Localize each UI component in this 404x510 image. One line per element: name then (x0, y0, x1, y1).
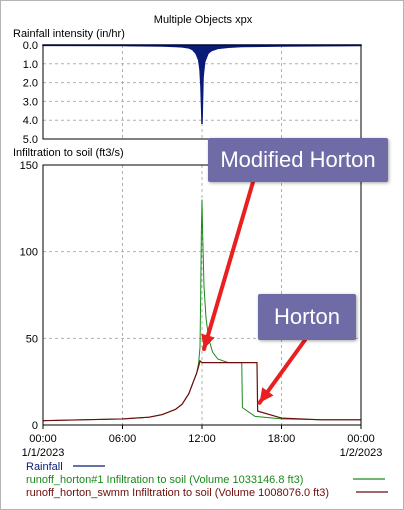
infiltration-tick-label: 50 (26, 333, 38, 345)
rainfall-panel: Rainfall intensity (in/hr) 0.0 1.0 2.0 3.0 4… (13, 28, 362, 146)
rainfall-area (42, 44, 362, 124)
annotation-modified-horton: Modified Horton (208, 138, 388, 182)
time-tick-label: 18:00 (268, 433, 296, 445)
legend-label-rainfall: Rainfall (26, 461, 63, 473)
annotation-arrows (201, 180, 307, 405)
rainfall-tick-label: 1.0 (23, 59, 38, 71)
annotation-arrow-head (201, 333, 215, 349)
time-tick-label: 00:00 (29, 433, 57, 445)
time-tick-label: 12:00 (188, 433, 216, 445)
annotation-horton: Horton (258, 294, 356, 340)
rainfall-tick-label: 0.0 (23, 40, 38, 52)
rainfall-y-axis: 0.0 1.0 2.0 3.0 4.0 5.0 (23, 40, 38, 146)
infiltration-y-axis: 0 50 100 150 (20, 160, 38, 432)
infiltration-tick-label: 100 (20, 247, 38, 259)
infiltration-tick-label: 0 (32, 420, 38, 432)
rainfall-tick-label: 2.0 (23, 78, 38, 90)
time-axis: 00:00 1/1/2023 06:00 12:00 18:00 00:00 1/2/202… (22, 425, 383, 459)
date-tick-label: 1/2/2023 (340, 447, 383, 459)
rainfall-plot-frame (42, 44, 362, 140)
time-tick-label: 06:00 (109, 433, 137, 445)
infiltration-axis-title: Infiltration to soil (ft3/s) (13, 147, 124, 159)
legend-label-modified-horton: runoff_horton#1 Infiltration to soil (Vo… (26, 474, 303, 486)
time-tick-label: 00:00 (347, 433, 375, 445)
annotation-arrow-head (259, 387, 274, 403)
window-title: Multiple Objects xpx (154, 14, 253, 26)
rainfall-tick-label: 5.0 (23, 134, 38, 146)
horton-series-line (42, 359, 361, 422)
annotation-arrow-shaft (202, 180, 255, 351)
legend: Rainfall runoff_horton#1 Infiltration to… (26, 461, 388, 499)
legend-label-horton: runoff_horton_swmm Infiltration to soil … (26, 487, 329, 499)
rainfall-tick-label: 3.0 (23, 96, 38, 108)
infiltration-tick-label: 150 (20, 160, 38, 172)
date-tick-label: 1/1/2023 (22, 447, 65, 459)
rainfall-axis-title: Rainfall intensity (in/hr) (13, 28, 125, 40)
infiltration-plot-frame (42, 164, 362, 426)
rainfall-tick-label: 4.0 (23, 115, 38, 127)
